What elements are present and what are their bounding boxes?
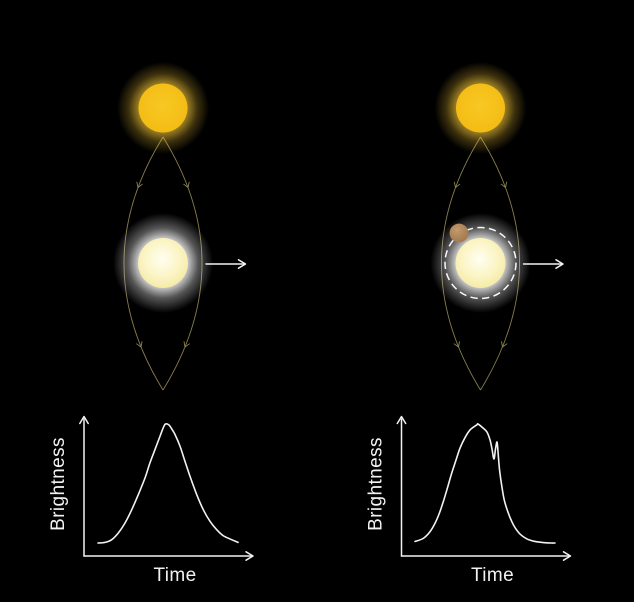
source-star — [138, 83, 188, 133]
lightcurve-graph: Brightness Time — [366, 415, 572, 586]
lightcurve-graph: Brightness Time — [48, 415, 254, 586]
lens-star — [455, 238, 506, 288]
planet — [449, 223, 469, 243]
brightness-label: Brightness — [366, 437, 387, 531]
panel-single-lens: Brightness Time — [48, 62, 254, 586]
lightcurve — [97, 423, 239, 544]
time-label: Time — [153, 565, 196, 586]
lens-star — [138, 238, 188, 288]
time-label: Time — [471, 565, 514, 586]
source-star — [456, 83, 505, 133]
lightcurve-with-spike — [414, 422, 556, 544]
lens-motion-arrow-icon — [205, 259, 247, 269]
einstein-ring — [444, 226, 517, 300]
lens-motion-arrow-icon — [522, 259, 564, 269]
brightness-label: Brightness — [48, 437, 69, 531]
panel-lens-with-planet: Brightness Time — [366, 62, 572, 586]
